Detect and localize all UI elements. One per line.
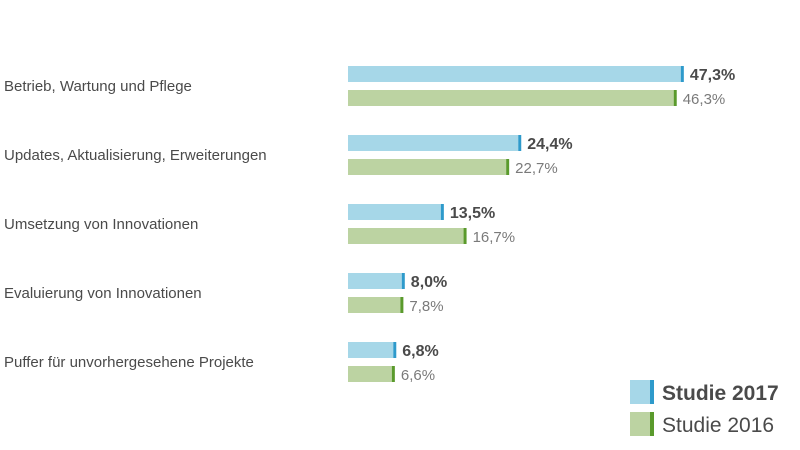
data-label-2016: 16,7% [473,229,516,246]
bar-2017-end [680,66,684,82]
data-label-2017: 47,3% [690,67,735,84]
data-label-2017: 8,0% [411,274,447,291]
category-label: Updates, Aktualisierung, Erweiterungen [4,147,267,164]
bar-2016 [348,297,401,313]
bar-2017 [348,273,402,289]
bar-2016-end [391,366,395,382]
legend-swatch-2017-end [650,380,654,404]
data-label-2016: 22,7% [515,160,558,177]
bar-2016-end [506,159,510,175]
legend-swatch-2016 [630,412,650,436]
bar-2017-end [518,135,522,151]
category-label: Umsetzung von Innovationen [4,216,198,233]
data-label-2016: 46,3% [683,91,726,108]
category-label: Puffer für unvorhergesehene Projekte [4,354,254,371]
legend-label-2017: Studie 2017 [662,382,779,405]
bar-2017-end [393,342,397,358]
bar-2016 [348,90,674,106]
bar-2017 [348,204,441,220]
legend-swatch-2016-end [650,412,654,436]
bar-2016-end [400,297,404,313]
bar-2017 [348,342,394,358]
legend-label-2016: Studie 2016 [662,414,774,437]
category-label: Betrieb, Wartung und Pflege [4,78,192,95]
data-label-2017: 24,4% [527,136,572,153]
legend-swatch-2017 [630,380,650,404]
data-label-2017: 13,5% [450,205,495,222]
data-label-2017: 6,8% [402,343,438,360]
bar-2017 [348,135,519,151]
bar-2017 [348,66,681,82]
data-label-2016: 6,6% [401,367,435,384]
data-label-2016: 7,8% [409,298,443,315]
bar-2016-end [673,90,677,106]
bar-2016 [348,159,507,175]
bar-2017-end [440,204,444,220]
category-label: Evaluierung von Innovationen [4,285,202,302]
bar-2017-end [401,273,405,289]
bar-2016 [348,366,392,382]
bar-2016-end [463,228,467,244]
bar-2016 [348,228,464,244]
